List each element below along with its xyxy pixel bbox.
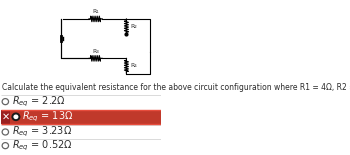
Text: Calculate the equivalent resistance for the above circuit configuration where R1: Calculate the equivalent resistance for … <box>2 83 350 92</box>
FancyBboxPatch shape <box>1 110 161 124</box>
Circle shape <box>2 143 8 149</box>
Text: $R_{eq}$ = 0.52Ω: $R_{eq}$ = 0.52Ω <box>12 138 73 153</box>
Circle shape <box>12 113 20 120</box>
Circle shape <box>2 129 8 135</box>
Text: $R_{eq}$ = 2.2Ω: $R_{eq}$ = 2.2Ω <box>12 94 66 109</box>
Text: $R_{eq}$ = 3.23Ω: $R_{eq}$ = 3.23Ω <box>12 125 72 139</box>
Circle shape <box>2 99 8 105</box>
Text: R₂: R₂ <box>130 24 137 29</box>
Text: R₃: R₃ <box>92 49 99 53</box>
FancyBboxPatch shape <box>1 110 10 124</box>
Text: $R_{eq}$ = 13Ω: $R_{eq}$ = 13Ω <box>22 110 74 124</box>
Text: R₁: R₁ <box>92 9 99 14</box>
Text: ✕: ✕ <box>1 112 9 122</box>
Text: R₄: R₄ <box>130 63 137 69</box>
